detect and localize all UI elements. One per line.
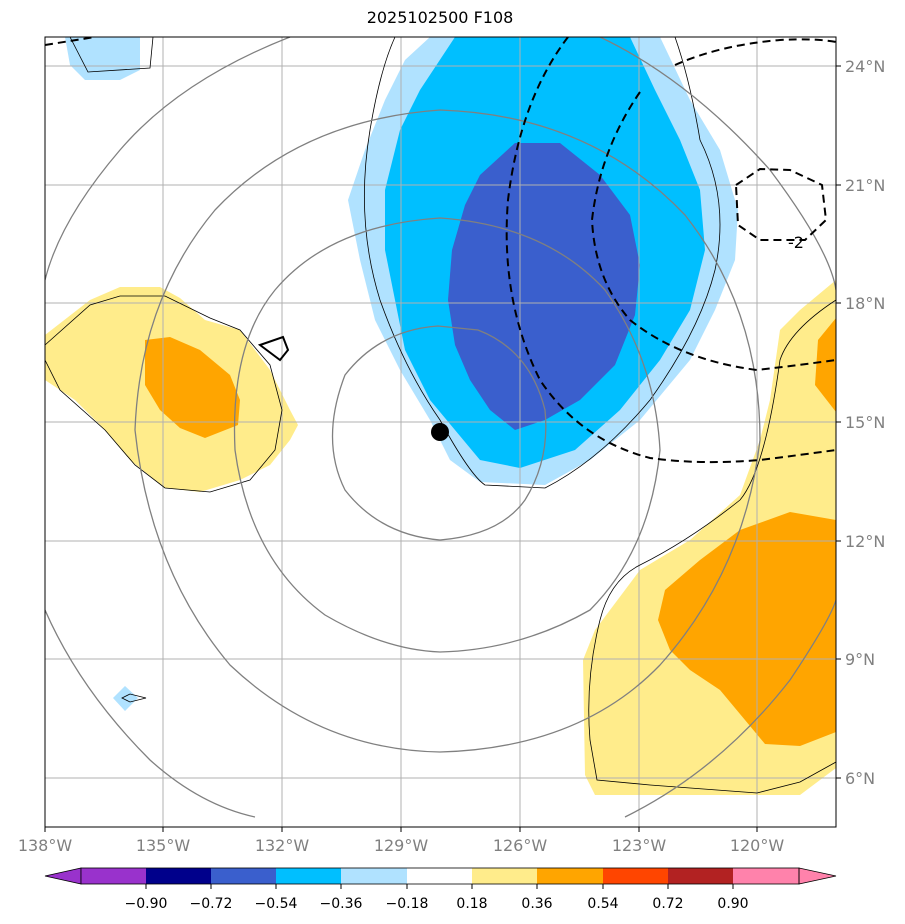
colorbar-swatch xyxy=(81,868,146,884)
colorbar-swatch xyxy=(146,868,211,884)
distance-rings xyxy=(45,37,836,818)
colorbar-swatch xyxy=(407,868,472,884)
lon-label: 132°W xyxy=(255,836,310,855)
orange-region-west xyxy=(145,337,240,438)
anomaly-fill-layer xyxy=(45,37,836,795)
light-blue-patch-nw xyxy=(65,37,140,80)
colorbar-swatch xyxy=(341,868,407,884)
lon-label: 135°W xyxy=(136,836,191,855)
lat-label: 15°N xyxy=(845,413,885,432)
lon-label: 138°W xyxy=(18,836,73,855)
colorbar-swatch xyxy=(276,868,341,884)
lat-label: 6°N xyxy=(845,769,875,788)
colorbar-swatch xyxy=(537,868,603,884)
colorbar-tick-label: −0.54 xyxy=(255,896,298,912)
contour-label: -2 xyxy=(788,233,804,252)
colorbar-tick-label: 0.18 xyxy=(456,896,487,912)
colorbar-tick-label: −0.18 xyxy=(386,896,429,912)
lon-label: 123°W xyxy=(612,836,667,855)
gridlines xyxy=(45,37,836,827)
dashed-contours xyxy=(45,37,836,464)
map-frame xyxy=(44,36,837,828)
longitude-labels: 138°W 135°W 132°W 129°W 126°W 123°W 120°… xyxy=(18,836,785,855)
lon-label: 126°W xyxy=(493,836,548,855)
colorbar-extend-high xyxy=(798,867,837,885)
storm-center-marker xyxy=(431,423,449,441)
lon-label: 129°W xyxy=(374,836,429,855)
colorbar-swatch xyxy=(733,868,799,884)
colorbar-tick-label: −0.90 xyxy=(125,896,168,912)
latitude-labels: 24°N 21°N 18°N 15°N 12°N 9°N 6°N xyxy=(845,57,885,788)
colorbar-tick-label: 0.54 xyxy=(587,896,618,912)
colorbar-swatch xyxy=(472,868,537,884)
orange-region-east-upper xyxy=(815,318,836,412)
zero-contours xyxy=(45,37,836,794)
colorbar-swatch xyxy=(603,868,668,884)
orange-region-east xyxy=(658,512,836,746)
lat-label: 18°N xyxy=(845,294,885,313)
colorbar-extend-low xyxy=(44,867,82,885)
colorbar-tick-label: 0.36 xyxy=(521,896,552,912)
colorbar-swatch xyxy=(668,868,733,884)
lat-label: 9°N xyxy=(845,650,875,669)
map-plot-area: -2 xyxy=(45,37,836,827)
lat-label: 12°N xyxy=(845,532,885,551)
colorbar-tick-label: 0.72 xyxy=(652,896,683,912)
lon-label: 120°W xyxy=(730,836,785,855)
colorbar-tick-label: −0.36 xyxy=(320,896,363,912)
colorbar: −0.90 −0.72 −0.54 −0.36 −0.18 0.18 0.36 … xyxy=(44,867,837,912)
colorbar-swatch xyxy=(211,868,276,884)
small-low-symbol xyxy=(257,335,290,362)
colorbar-frame xyxy=(80,867,800,885)
colorbar-tick-label: −0.72 xyxy=(190,896,233,912)
light-blue-patch-sw xyxy=(113,686,138,711)
lat-label: 24°N xyxy=(845,57,885,76)
map-title: 2025102500 F108 xyxy=(366,8,514,27)
lat-label: 21°N xyxy=(845,176,885,195)
colorbar-tick-label: 0.90 xyxy=(717,896,748,912)
axis-ticks xyxy=(44,65,841,832)
